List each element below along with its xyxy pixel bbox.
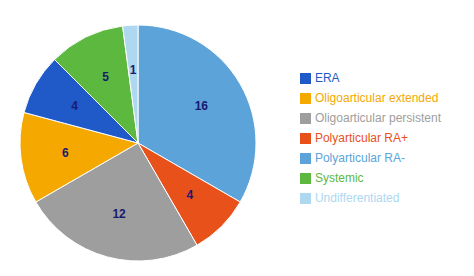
- svg-text:16: 16: [195, 99, 209, 113]
- svg-text:6: 6: [62, 146, 69, 160]
- html-text:ERA: ERA: [314, 71, 340, 85]
- svg-text:4: 4: [71, 99, 78, 113]
- svg-text:12: 12: [112, 207, 126, 221]
- html-text:Oligoarticular persistent: Oligoarticular persistent: [314, 111, 441, 125]
- svg-text:5: 5: [102, 70, 109, 84]
- svg-text:4: 4: [186, 188, 193, 202]
- html-text:Oligoarticular extended: Oligoarticular extended: [314, 91, 439, 105]
- html-text:Polyarticular RA+: Polyarticular RA+: [314, 131, 408, 145]
- html-text:Undifferentiated: Undifferentiated: [314, 191, 400, 205]
- svg-text:1: 1: [130, 63, 137, 77]
- html-text:Systemic: Systemic: [314, 171, 364, 185]
- html-text:Polyarticular RA-: Polyarticular RA-: [314, 151, 405, 165]
